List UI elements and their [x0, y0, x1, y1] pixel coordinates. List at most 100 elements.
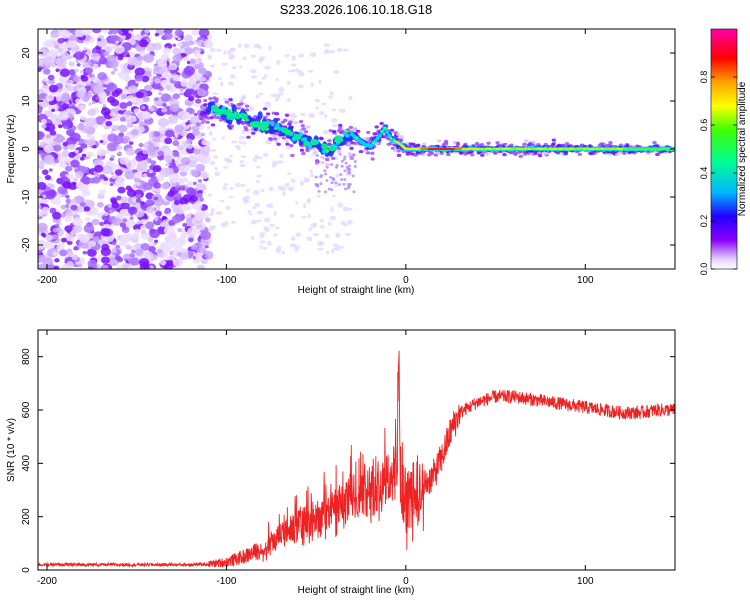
noise-blob — [194, 64, 201, 70]
noise-blob — [195, 98, 202, 104]
noise-blob — [60, 189, 67, 195]
noise-blob — [38, 189, 43, 195]
noise-blob — [126, 101, 133, 107]
noise-blob — [179, 87, 184, 92]
noise-blob — [129, 253, 135, 258]
ridge-envelope — [205, 120, 210, 124]
noise-blob — [179, 197, 189, 205]
ridge-envelope — [348, 125, 354, 130]
noise-blob — [70, 159, 80, 168]
noise-blob — [192, 181, 197, 186]
noise-blob — [183, 66, 195, 76]
noise-blob — [91, 101, 96, 105]
noise-blob — [169, 103, 180, 113]
noise-blob — [59, 106, 64, 110]
noise-blob-faint — [314, 98, 321, 103]
snr-ytick-label: 400 — [21, 455, 32, 472]
noise-blob — [159, 260, 167, 266]
noise-blob — [153, 131, 161, 137]
ridge-envelope — [446, 152, 451, 157]
ridge-envelope — [605, 143, 610, 148]
noise-blob — [175, 182, 180, 186]
noise-blob — [60, 204, 67, 210]
noise-blob — [93, 63, 99, 68]
noise-blob — [76, 90, 86, 99]
noise-blob-faint — [262, 152, 269, 158]
noise-blob-faint — [252, 157, 258, 162]
snr-ytick-label: 600 — [21, 401, 32, 418]
noise-blob — [87, 259, 97, 268]
ridge-ring — [311, 139, 319, 146]
noise-blob — [204, 151, 210, 156]
noise-blob — [158, 91, 163, 96]
snr-xtick-label: 100 — [577, 576, 594, 587]
noise-blob — [139, 50, 146, 56]
noise-blob-faint — [317, 247, 324, 251]
noise-blob — [79, 53, 85, 58]
spectrogram-heatmap — [38, 29, 675, 269]
ridge-envelope — [285, 142, 290, 146]
ridge-tail — [338, 152, 342, 156]
ridge-envelope — [421, 142, 427, 146]
noise-blob — [125, 159, 137, 169]
noise-blob — [188, 40, 195, 46]
noise-blob-faint — [325, 250, 330, 254]
ridge-envelope — [327, 139, 332, 143]
noise-blob-faint — [260, 188, 265, 193]
ridge-tail — [323, 190, 328, 194]
ridge-ring — [227, 114, 235, 121]
noise-blob-faint — [291, 55, 297, 61]
noise-blob-faint — [259, 232, 266, 237]
ridge-high — [638, 147, 643, 151]
ridge-ring — [217, 108, 225, 115]
ridge-high — [644, 147, 649, 151]
noise-blob-faint — [210, 160, 216, 166]
noise-blob — [141, 75, 150, 83]
noise-blob-faint — [309, 169, 314, 175]
ridge-envelope — [429, 151, 435, 155]
noise-blob — [177, 110, 189, 121]
noise-blob — [152, 64, 164, 75]
noise-blob — [143, 84, 153, 92]
noise-blob — [172, 119, 178, 124]
noise-blob — [101, 264, 109, 269]
noise-blob — [103, 177, 109, 181]
noise-blob — [49, 40, 54, 44]
ridge-high — [630, 147, 634, 151]
noise-blob — [193, 145, 200, 150]
noise-blob-faint — [300, 216, 308, 219]
noise-blob — [50, 33, 57, 39]
noise-blob-faint — [273, 233, 278, 237]
noise-blob-faint — [263, 217, 271, 223]
ridge-envelope — [223, 98, 228, 102]
noise-blob — [112, 135, 124, 145]
noise-blob — [183, 47, 193, 55]
noise-blob — [75, 171, 84, 179]
ridge-envelope — [392, 149, 398, 153]
noise-blob-faint — [256, 219, 262, 223]
noise-blob — [200, 50, 205, 55]
noise-blob — [74, 149, 79, 154]
noise-blob-faint — [289, 113, 296, 118]
noise-blob-faint — [214, 171, 221, 177]
noise-blob — [87, 108, 97, 117]
ridge-envelope — [608, 140, 613, 145]
noise-blob — [112, 124, 119, 131]
noise-blob — [79, 115, 87, 121]
noise-blob — [134, 171, 143, 179]
noise-blob — [97, 72, 107, 81]
noise-blob — [172, 43, 177, 47]
spectrogram-ytick-label: -20 — [21, 237, 32, 252]
ridge-envelope — [262, 107, 268, 111]
noise-blob-faint — [288, 186, 294, 192]
noise-blob — [119, 222, 127, 228]
ridge-ring — [259, 124, 267, 131]
noise-blob — [108, 59, 119, 69]
ridge-envelope — [493, 151, 498, 155]
noise-blob — [196, 57, 202, 62]
noise-blob-faint — [332, 243, 340, 247]
noise-blob — [76, 63, 81, 67]
noise-blob — [41, 233, 47, 238]
